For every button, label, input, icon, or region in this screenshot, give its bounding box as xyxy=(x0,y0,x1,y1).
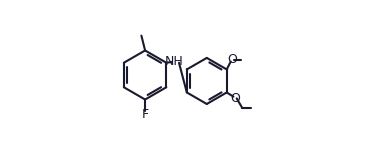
Text: O: O xyxy=(230,92,240,105)
Text: NH: NH xyxy=(165,56,184,69)
Text: O: O xyxy=(227,53,237,66)
Text: F: F xyxy=(142,108,149,121)
